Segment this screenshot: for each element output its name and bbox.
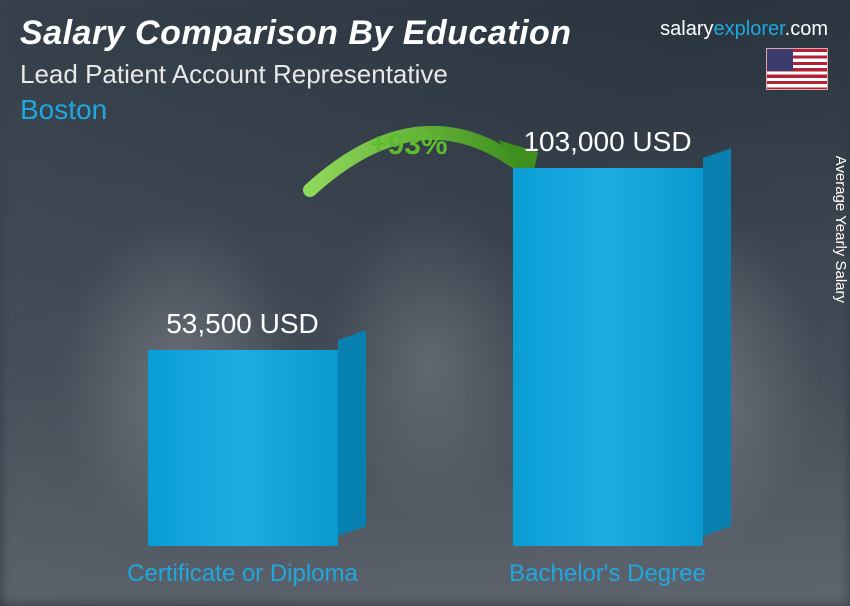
xaxis-category-label: Certificate or Diploma [108,560,378,588]
chart-location: Boston [20,94,830,126]
bar-3d [148,350,338,546]
bar-group: 103,000 USD [513,126,703,546]
brand-part2: explorer [714,18,785,40]
bar-chart: 53,500 USD103,000 USD [60,146,790,546]
xaxis-category-label: Bachelor's Degree [473,560,743,588]
flag-icon [766,48,828,90]
bar-3d [513,168,703,546]
bar-value-label: 103,000 USD [523,126,691,158]
brand-label: salaryexplorer.com [660,18,828,41]
xaxis-labels: Certificate or Diploma Bachelor's Degree [60,560,790,588]
chart-subtitle: Lead Patient Account Representative [20,59,830,90]
yaxis-label: Average Yearly Salary [832,156,849,303]
brand-part1: salary [660,18,713,40]
bar-group: 53,500 USD [148,308,338,546]
bar-value-label: 53,500 USD [166,308,319,340]
brand-suffix: .com [785,18,828,40]
content-root: Salary Comparison By Education Lead Pati… [0,0,850,606]
